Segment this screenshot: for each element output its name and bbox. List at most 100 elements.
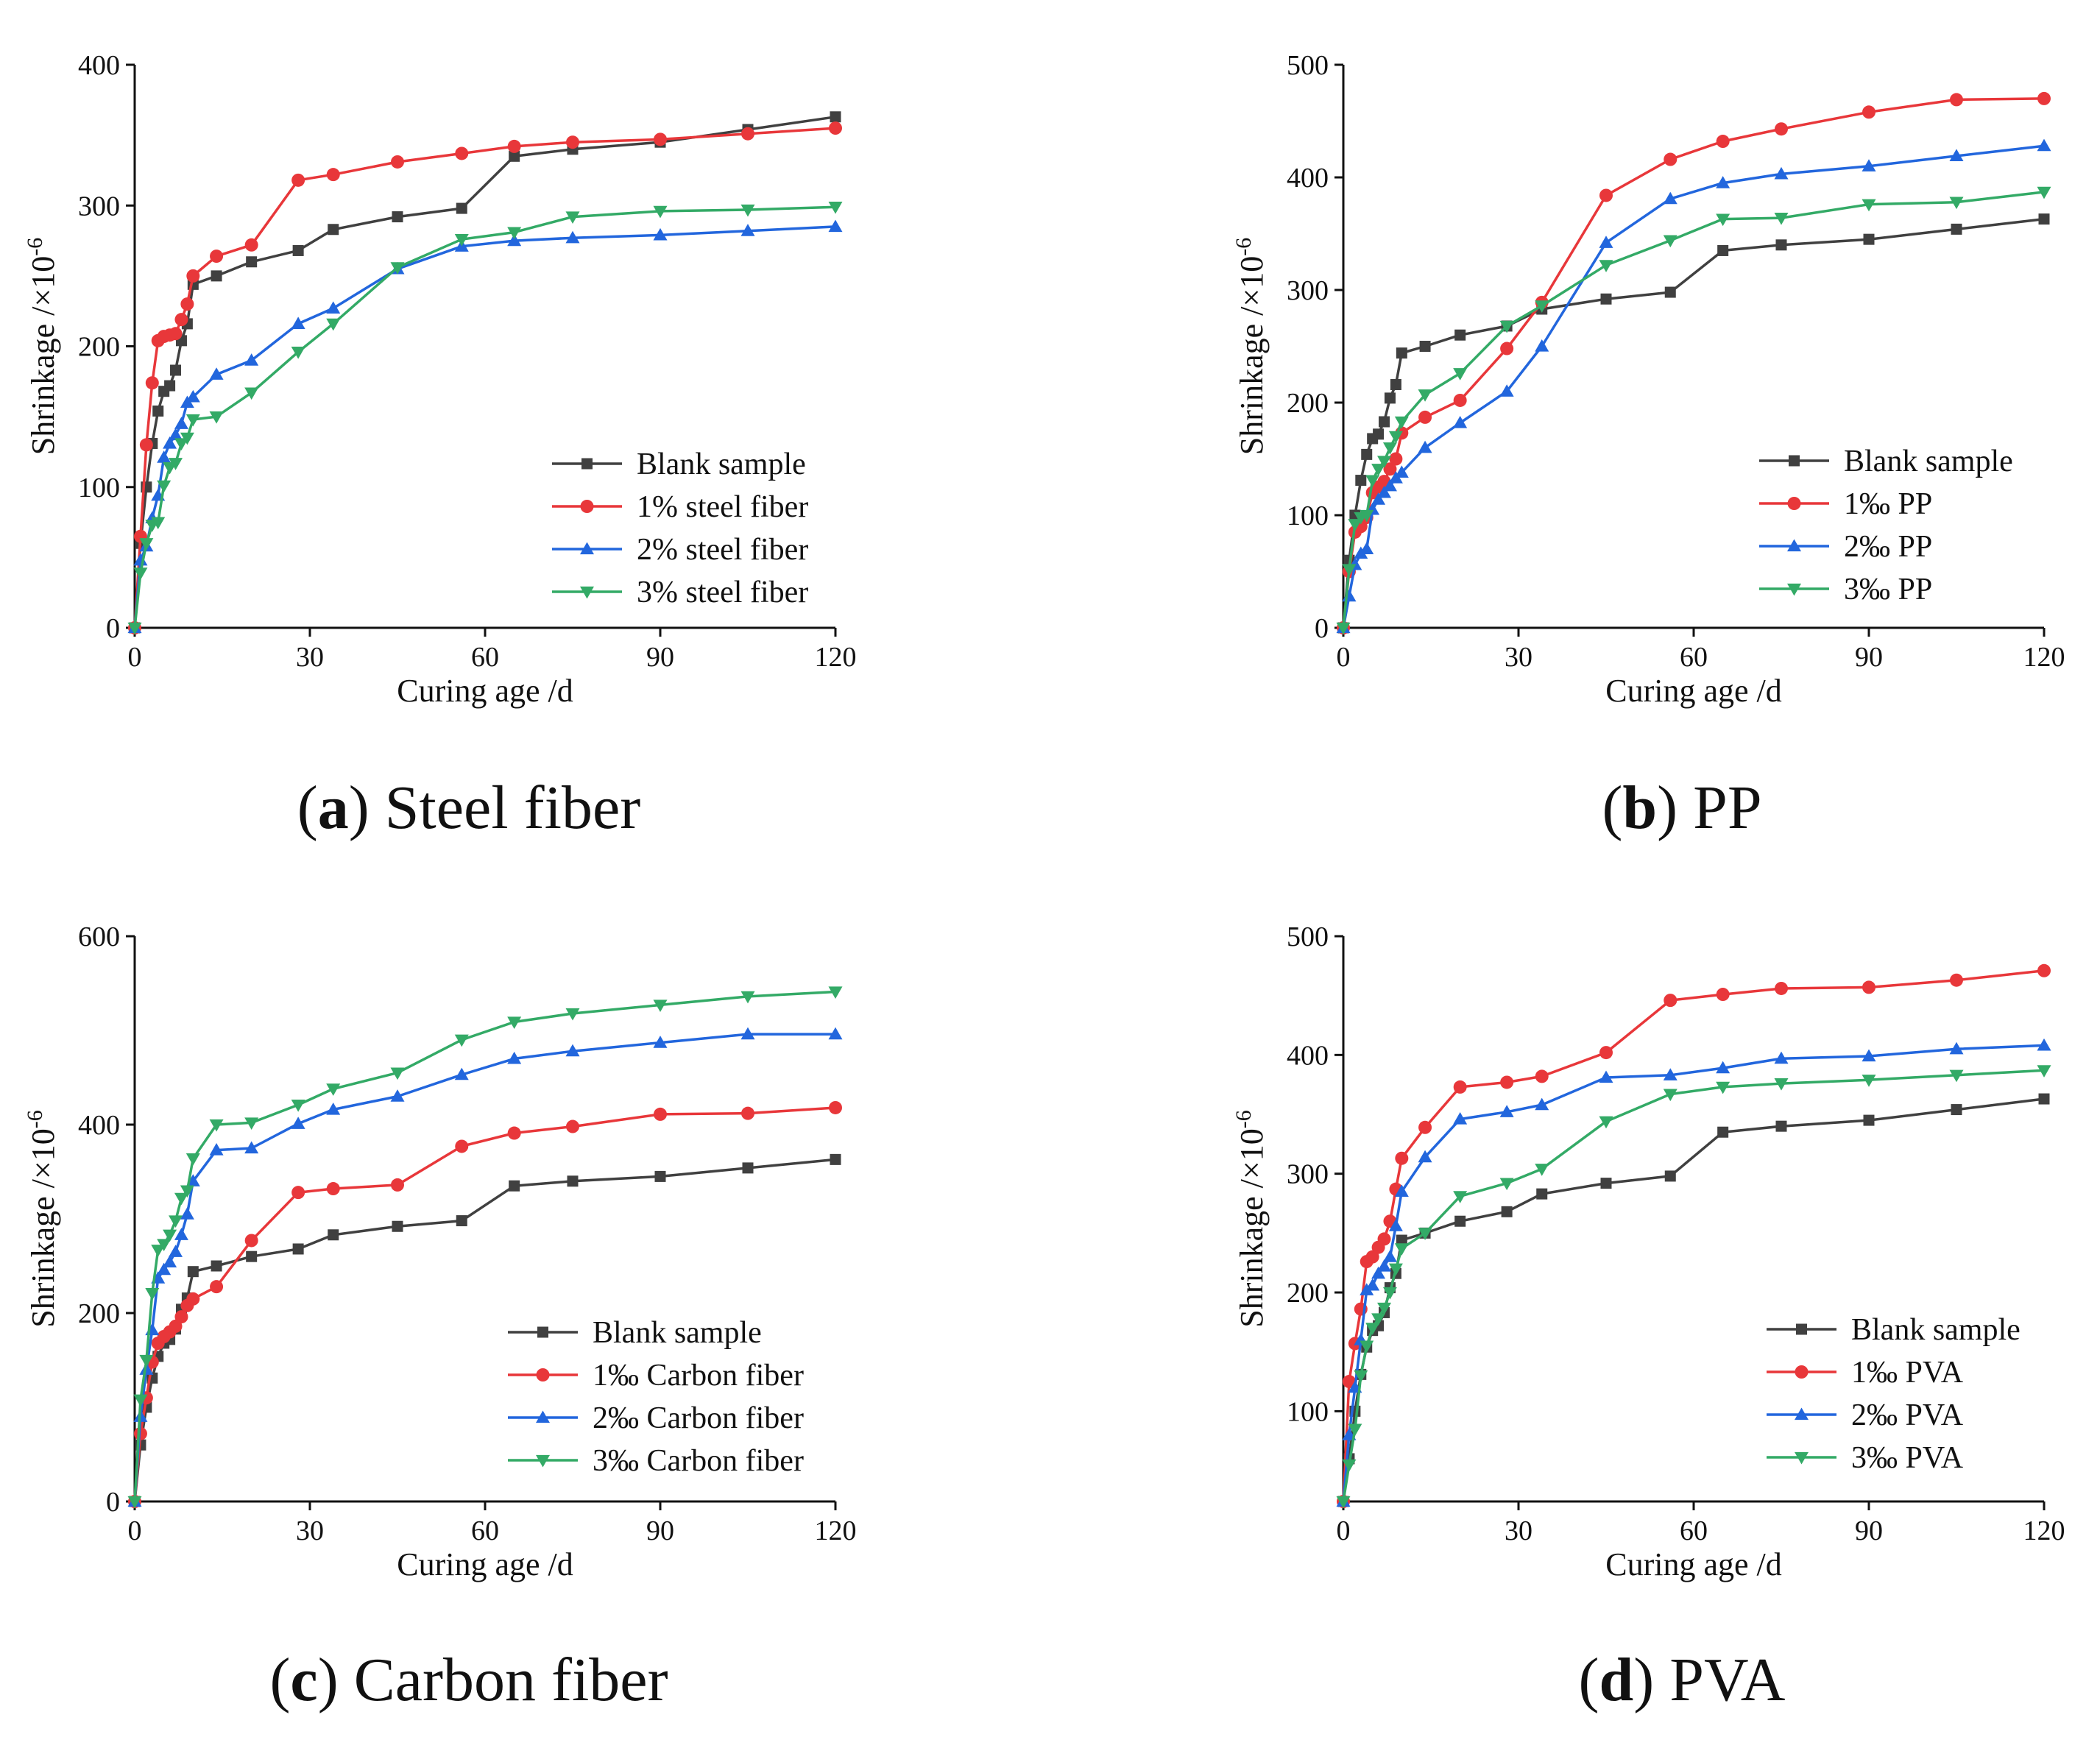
caption-letter: d	[1599, 1646, 1634, 1714]
legend-entry-label: Blank sample	[1851, 1313, 2021, 1347]
legend-marker	[581, 458, 593, 470]
data-point	[1951, 223, 1962, 235]
data-point	[565, 211, 580, 224]
series-2-pp	[1336, 138, 2051, 634]
y-axis-label-text: Shrinkage /×10	[25, 1128, 61, 1327]
series-line	[133, 116, 836, 629]
data-point	[1664, 286, 1676, 298]
y-tick-label: 100	[1287, 1396, 1329, 1427]
series-line	[133, 1033, 835, 1502]
y-tick-label: 600	[78, 921, 120, 952]
legend-entry-label: Blank sample	[593, 1316, 762, 1350]
data-point	[185, 389, 200, 403]
data-point	[1453, 1111, 1468, 1125]
data-point	[828, 219, 843, 233]
data-point	[1418, 389, 1432, 402]
y-axis-label: Shrinkage /×10-6	[23, 238, 61, 455]
legend-entry-label: 1‰ Carbon fiber	[593, 1359, 804, 1393]
legend-marker	[1795, 1407, 1809, 1421]
data-point	[390, 1089, 405, 1102]
data-point	[1664, 1170, 1676, 1182]
data-point	[133, 567, 148, 580]
data-point	[157, 450, 172, 463]
data-point	[654, 132, 667, 146]
data-point	[829, 1100, 842, 1114]
data-point	[654, 1107, 667, 1121]
data-point	[169, 1215, 183, 1228]
panel-caption: (b) PP	[1602, 774, 1761, 842]
x-tick-label: 0	[1337, 642, 1351, 673]
data-point	[1348, 1423, 1362, 1437]
caption-text: PP	[1693, 774, 1761, 842]
data-point	[1949, 149, 1964, 162]
data-point	[653, 1036, 668, 1048]
data-point	[210, 1280, 224, 1294]
data-point	[1342, 1459, 1357, 1472]
y-tick-label: 400	[1287, 1040, 1329, 1071]
chart-panel-a: 0 30 60 90 120 0 100 200 300 400 Curing age /d Shri…	[23, 50, 857, 842]
data-point	[1501, 1206, 1513, 1217]
data-point	[291, 1117, 305, 1129]
data-point	[180, 432, 194, 445]
data-point	[565, 1044, 580, 1057]
legend: Blank sample 1‰ PP 2‰ PP 3‰ PP	[1759, 445, 2013, 606]
data-point	[291, 316, 305, 330]
data-point	[1775, 1120, 1787, 1132]
data-point	[244, 387, 259, 400]
data-point	[180, 297, 194, 311]
y-tick-label: 500	[1287, 50, 1329, 81]
data-point	[1360, 1340, 1374, 1354]
series-line	[133, 127, 836, 629]
data-point	[1600, 293, 1612, 305]
x-tick-label: 30	[1505, 1515, 1532, 1546]
data-point	[1862, 199, 1876, 212]
data-point	[1365, 1323, 1380, 1335]
data-point	[1716, 1081, 1730, 1094]
data-point	[174, 438, 188, 450]
data-point	[211, 1260, 222, 1272]
data-point	[291, 173, 305, 187]
y-tick-label: 100	[78, 473, 120, 503]
data-point	[244, 1117, 259, 1130]
x-axis-label: Curing age /d	[1605, 1546, 1782, 1582]
y-axis-label: Shrinkage /×10-6	[1231, 1110, 1270, 1327]
series-line	[133, 1106, 836, 1502]
data-point	[1396, 347, 1407, 359]
legend-marker	[1787, 583, 1801, 596]
data-point	[566, 135, 579, 149]
data-point	[1774, 212, 1789, 225]
data-point	[1418, 410, 1432, 424]
legend-entry-label: 1‰ PVA	[1851, 1356, 1964, 1390]
data-point	[328, 224, 339, 236]
y-tick-label: 0	[106, 1487, 120, 1518]
data-point	[328, 1229, 339, 1241]
data-point	[185, 414, 200, 427]
data-point	[1365, 1278, 1380, 1291]
data-point	[180, 1207, 194, 1220]
data-point	[1716, 213, 1730, 227]
data-point	[456, 1215, 467, 1227]
y-axis-label-exponent: -6	[1231, 238, 1256, 256]
data-point	[1663, 191, 1677, 205]
caption-letter: b	[1622, 774, 1657, 842]
y-tick-label: 200	[78, 332, 120, 363]
y-axis-label-text: Shrinkage /×10	[1234, 1128, 1270, 1327]
data-point	[1371, 464, 1386, 476]
data-point	[180, 1185, 194, 1198]
data-point	[1862, 105, 1875, 119]
data-point	[653, 227, 668, 241]
data-point	[163, 1255, 177, 1268]
data-point	[1395, 1151, 1409, 1165]
data-point	[1500, 342, 1514, 355]
data-point	[742, 1162, 754, 1174]
data-point	[1390, 379, 1401, 391]
x-axis-label: Curing age /d	[397, 673, 573, 709]
data-point	[1377, 1232, 1391, 1246]
data-point	[1535, 1097, 1549, 1111]
panel-caption: (c) Carbon fiber	[269, 1646, 668, 1714]
data-point	[1499, 1105, 1514, 1117]
data-point	[1950, 93, 1963, 107]
legend-marker	[1787, 497, 1801, 510]
data-point	[246, 256, 258, 268]
data-point	[1863, 1114, 1875, 1126]
